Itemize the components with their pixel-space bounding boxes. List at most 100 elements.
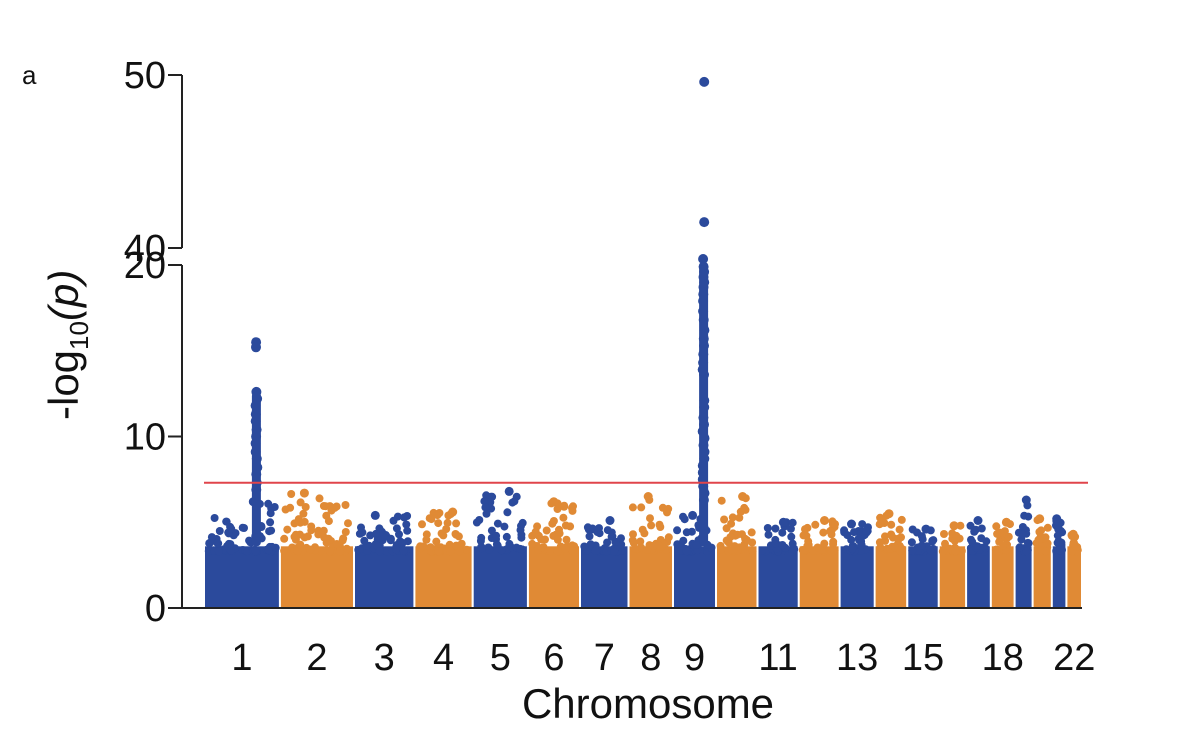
data-point [629,530,637,539]
data-point [682,547,691,556]
data-point [1016,543,1025,552]
data-point [1021,495,1031,505]
x-tick-label: 7 [594,637,615,679]
data-point [319,502,328,510]
data-point [264,545,273,554]
data-point [452,519,461,528]
data-point [243,547,252,556]
data-point [290,519,299,528]
data-point [270,503,279,511]
data-point [533,545,542,554]
data-point [493,519,502,528]
data-point [820,516,829,525]
data-point [1024,539,1033,548]
chromosome-band [205,546,279,608]
y-tick-label: 10 [124,417,166,459]
data-point [788,518,797,527]
data-point [798,546,807,554]
chromosome-band [799,546,839,608]
data-point [553,535,562,544]
data-point [995,537,1004,546]
data-point [301,503,310,511]
y-axis-title: -log10(p) [40,270,94,420]
x-tick-label: 8 [640,637,661,679]
data-point [505,539,514,548]
peak-column [699,265,709,547]
data-point [462,545,471,554]
data-point [386,534,395,543]
data-point [214,547,223,556]
data-point [286,503,295,512]
data-point [801,525,809,534]
data-point [738,492,748,501]
data-point [728,513,737,522]
data-point [1052,514,1062,524]
data-point [748,547,757,556]
data-point [437,529,446,538]
chromosome-band [991,546,1014,608]
data-point [831,520,839,529]
data-point [610,547,619,556]
data-point [1022,547,1031,556]
data-point [477,544,486,553]
data-point [325,547,334,556]
data-point [360,536,369,545]
data-point [679,536,688,545]
data-point [548,519,557,528]
data-point [917,541,926,550]
data-point [300,517,309,526]
data-point [647,521,656,530]
data-point [342,544,351,553]
data-point [307,522,316,531]
chromosome-band [1067,546,1081,608]
x-tick-label: 15 [902,637,944,679]
data-point [881,536,890,545]
data-point [306,545,315,554]
x-tick-label: 3 [374,637,395,679]
data-point [727,546,736,554]
data-point [315,494,324,503]
data-point [553,547,562,556]
data-point [296,540,305,549]
data-point [679,512,687,521]
data-point [717,496,726,505]
data-point [847,535,856,544]
data-point [266,509,275,518]
data-point [970,527,979,536]
data-point [977,524,986,533]
data-point [953,534,961,543]
x-axis-title: Chromosome [522,680,774,727]
chromosome-band [581,546,628,608]
data-point [949,521,959,531]
data-point [637,503,646,512]
data-point [503,508,512,517]
data-point [332,540,341,548]
data-point [687,527,696,536]
data-point [1020,511,1029,520]
data-point [502,532,511,541]
data-point [972,543,981,552]
data-point [840,526,849,535]
data-point [968,538,977,546]
chromosome-band [840,546,874,608]
data-point [747,528,756,537]
data-point [215,527,224,535]
data-point [264,499,273,508]
data-point [630,544,639,553]
data-point [973,516,983,525]
data-point [692,540,701,549]
data-point [416,544,425,553]
data-point [299,509,308,518]
data-point [819,528,828,537]
data-point [480,497,489,506]
x-tick-label: 2 [306,637,327,679]
data-point [887,520,896,529]
data-point [403,537,412,546]
data-point [655,520,664,529]
chromosome-band [1052,546,1066,608]
data-point [542,526,551,535]
data-point [799,531,808,540]
data-point [371,529,380,538]
